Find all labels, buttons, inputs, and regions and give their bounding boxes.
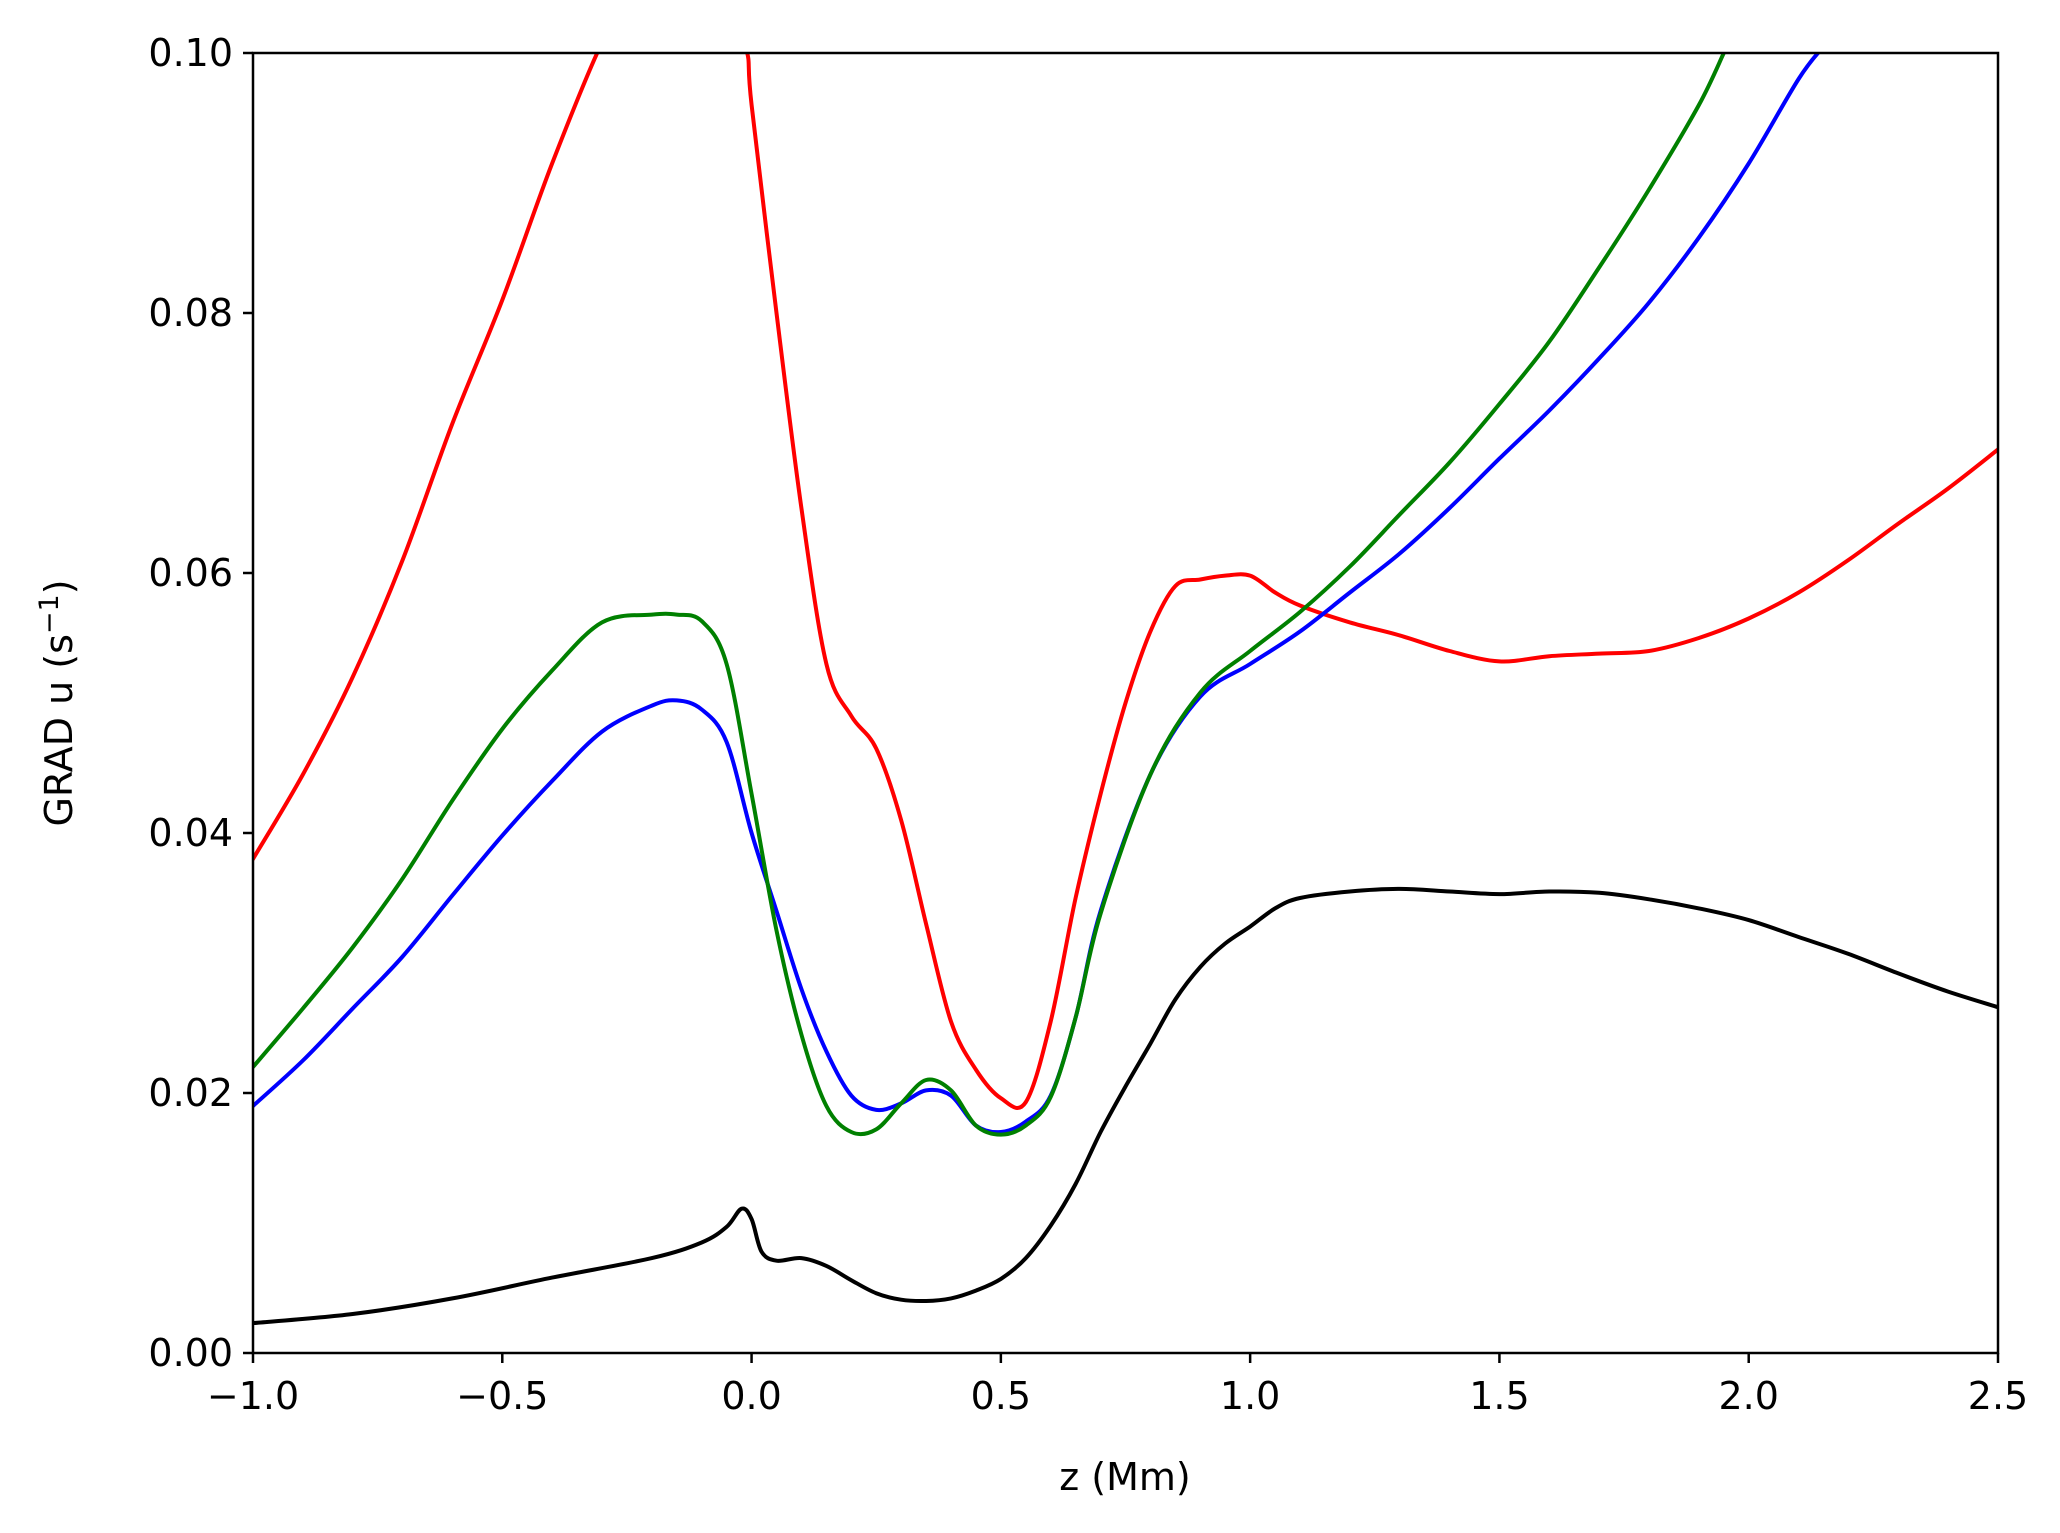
y-tick-label: 0.04 [148, 811, 233, 855]
x-tick-label: 1.0 [1220, 1374, 1280, 1418]
y-axis-label: GRAD u (s−1) [34, 579, 81, 826]
y-axis-label-main: GRAD u (s [37, 634, 81, 826]
x-tick-label: 1.5 [1469, 1374, 1529, 1418]
y-tick-label: 0.06 [148, 551, 233, 595]
series-line-red [253, 53, 1998, 1110]
x-tick-label: −1.0 [207, 1374, 299, 1418]
y-tick-label: 0.00 [148, 1331, 233, 1375]
y-tick-label: 0.08 [148, 291, 233, 335]
x-tick-label: 2.0 [1718, 1374, 1778, 1418]
x-tick-label: −0.5 [456, 1374, 548, 1418]
tick-layer: −1.0 −0.5 0.0 0.5 1.0 1.5 2.0 2.5 0.00 0.02 0.04 0.… [148, 31, 2028, 1418]
plot-frame [251, 51, 2000, 1355]
y-tick-label: 0.10 [148, 31, 233, 75]
y-tick-label: 0.02 [148, 1071, 233, 1115]
series-line-black [253, 886, 1998, 1326]
y-axis-label-close: ) [37, 579, 81, 594]
series-layer [253, 53, 1998, 1326]
x-tick-label: 0.0 [721, 1374, 781, 1418]
x-tick-label: 0.5 [971, 1374, 1031, 1418]
series-line-green [253, 53, 1726, 1137]
y-axis-label-exponent: −1 [34, 594, 65, 634]
x-axis-label: z (Mm) [1059, 1455, 1190, 1499]
x-tick-label: 2.5 [1968, 1374, 2028, 1418]
